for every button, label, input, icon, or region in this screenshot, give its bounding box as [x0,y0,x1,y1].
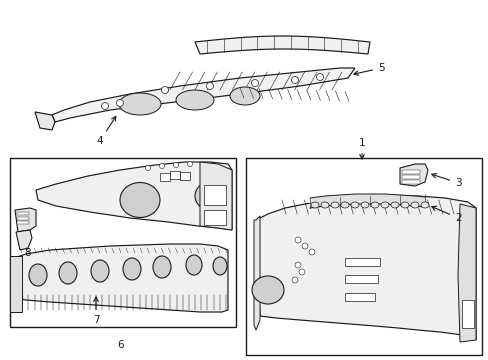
Ellipse shape [119,93,161,115]
Ellipse shape [251,276,284,304]
Circle shape [316,73,323,81]
Bar [401,170,419,174]
Ellipse shape [400,202,408,208]
Bar [345,293,374,301]
Circle shape [302,243,307,249]
Text: 3: 3 [431,174,461,188]
Polygon shape [52,68,354,122]
Ellipse shape [380,202,388,208]
Bar [160,173,170,181]
Bar [180,172,190,180]
Ellipse shape [310,202,318,208]
Circle shape [102,103,108,109]
Bar [203,210,225,225]
Circle shape [294,262,301,268]
Ellipse shape [410,202,418,208]
Bar [401,175,419,179]
Bar [345,258,379,266]
Circle shape [116,99,123,107]
Polygon shape [36,162,231,230]
Bar [17,212,29,215]
Text: 6: 6 [118,340,124,350]
Ellipse shape [91,260,109,282]
Ellipse shape [195,182,224,210]
Ellipse shape [123,258,141,280]
Bar [203,185,225,205]
Circle shape [159,163,164,168]
Ellipse shape [213,257,226,275]
Bar [461,300,473,328]
Ellipse shape [120,183,160,217]
Ellipse shape [360,202,368,208]
Text: 2: 2 [431,206,461,223]
Text: 4: 4 [97,116,116,146]
Polygon shape [14,244,227,312]
Bar [245,158,481,355]
Ellipse shape [330,202,338,208]
Ellipse shape [420,202,428,208]
Bar [345,275,377,283]
Text: 5: 5 [353,63,384,75]
Circle shape [206,82,213,90]
Circle shape [291,77,298,84]
Bar [401,180,419,184]
Polygon shape [35,112,55,130]
Polygon shape [195,36,369,54]
Ellipse shape [350,202,358,208]
Circle shape [308,249,314,255]
Circle shape [251,80,258,86]
Ellipse shape [59,262,77,284]
Ellipse shape [390,202,398,208]
Circle shape [298,269,305,275]
Circle shape [187,162,192,166]
Circle shape [161,86,168,94]
Ellipse shape [370,202,378,208]
Ellipse shape [320,202,328,208]
Polygon shape [15,208,36,232]
Ellipse shape [153,256,171,278]
Ellipse shape [29,264,47,286]
Bar [170,171,180,179]
Polygon shape [253,216,260,330]
Ellipse shape [229,87,260,105]
Text: 1: 1 [358,138,365,159]
Bar [10,256,22,312]
Polygon shape [399,164,427,186]
Bar [17,217,29,220]
Ellipse shape [176,90,214,110]
Circle shape [294,237,301,243]
Ellipse shape [340,202,348,208]
Bar [10,158,236,327]
Circle shape [145,166,150,171]
Polygon shape [200,162,231,230]
Polygon shape [16,230,32,250]
Text: 8: 8 [24,234,31,258]
Circle shape [291,277,297,283]
Polygon shape [256,195,475,340]
Bar [17,221,29,224]
Ellipse shape [185,255,202,275]
Circle shape [173,162,178,167]
Text: 7: 7 [93,297,99,325]
Polygon shape [457,204,475,342]
